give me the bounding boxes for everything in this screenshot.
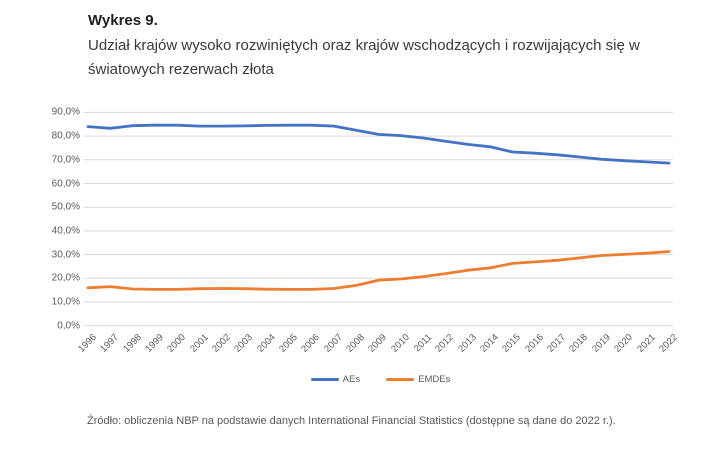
y-tick-label: 60,0% — [51, 178, 80, 189]
legend-item-emdes: EMDEs — [386, 374, 450, 385]
y-tick-label: 50,0% — [51, 201, 80, 213]
chart-legend: AEs EMDEs — [88, 374, 673, 385]
y-tick-label: 30,0% — [51, 249, 80, 261]
legend-label: AEs — [342, 374, 361, 385]
y-tick-label: 90,0% — [51, 106, 80, 118]
y-tick-label: 10,0% — [51, 296, 80, 308]
chart-subtitle: Udział krajów wysoko rozwiniętych oraz k… — [88, 37, 640, 78]
y-tick-label: 80,0% — [51, 130, 80, 142]
series-line-emdes — [86, 250, 671, 291]
y-tick-label: 20,0% — [51, 272, 80, 284]
legend-label: EMDEs — [418, 374, 451, 385]
series-line-aes — [86, 123, 671, 165]
y-tick-label: 0,0% — [57, 320, 80, 332]
chart-title: Wykres 9. — [88, 12, 158, 29]
source-note: Źródło: obliczenia NBP na podstawie dany… — [87, 415, 616, 427]
legend-item-aes: AEs — [310, 374, 361, 385]
legend-line-icon — [310, 378, 339, 381]
y-tick-label: 70,0% — [51, 154, 80, 166]
legend-line-icon — [386, 378, 415, 381]
y-tick-label: 40,0% — [51, 225, 80, 237]
